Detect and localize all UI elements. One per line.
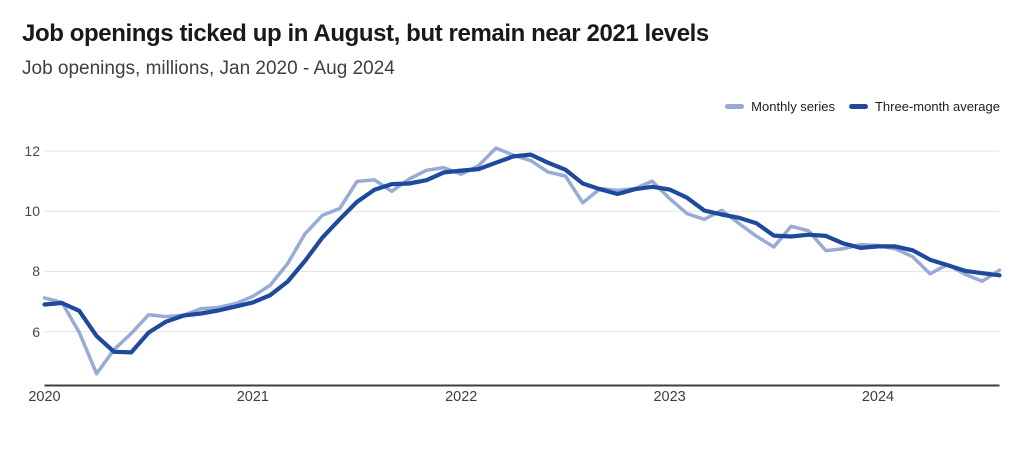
monthly-series-swatch-icon [725, 104, 745, 109]
three-month-average-line [42, 152, 1002, 355]
three-month-average-swatch-icon [848, 104, 868, 109]
y-tick-label: 10 [24, 203, 40, 220]
legend-label: Three-month average [874, 99, 1000, 114]
legend-label: Monthly series [751, 99, 835, 114]
legend-item-three-month-average: Three-month average [848, 99, 1000, 114]
x-tick-label: 2024 [861, 389, 895, 405]
x-tick-label: 2020 [28, 389, 61, 405]
chart-title: Job openings ticked up in August, but re… [22, 20, 709, 47]
x-tick-label: 2022 [445, 389, 478, 405]
x-tick-label: 2021 [236, 389, 269, 405]
legend-item-monthly-series: Monthly series [725, 99, 835, 114]
chart-subtitle: Job openings, millions, Jan 2020 - Aug 2… [22, 58, 395, 79]
x-tick-label: 2023 [653, 389, 686, 405]
legend: Monthly series Three-month average [725, 99, 1000, 114]
y-tick-label: 8 [32, 263, 40, 280]
y-tick-label: 12 [24, 143, 40, 159]
monthly-series-line [42, 146, 1002, 376]
y-tick-label: 6 [32, 323, 40, 340]
